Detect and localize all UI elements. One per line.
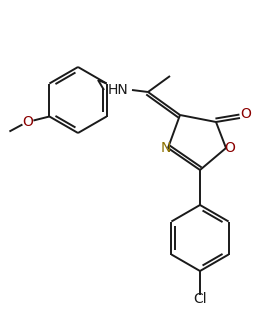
Text: O: O [22,115,33,128]
Text: O: O [225,141,235,155]
Text: O: O [241,107,251,121]
Text: Cl: Cl [193,292,207,306]
Text: HN: HN [108,83,128,97]
Text: N: N [161,141,171,155]
